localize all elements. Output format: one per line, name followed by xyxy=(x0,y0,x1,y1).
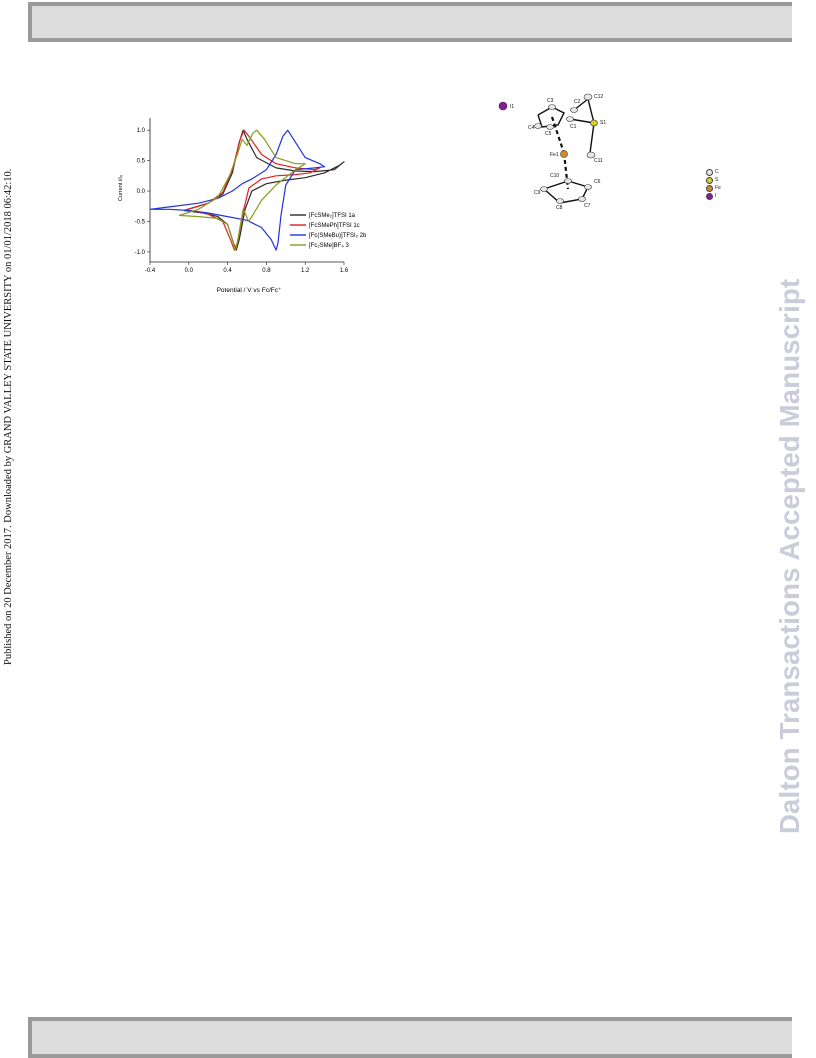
series-line-3 xyxy=(178,129,306,251)
atom-c8 xyxy=(556,198,564,204)
y-tick-label: 0.0 xyxy=(137,189,146,195)
atom-c12 xyxy=(583,93,593,101)
footer-bar xyxy=(28,1017,792,1058)
legend-label-1: [FcSMePh]TFSI 1c xyxy=(309,223,360,229)
legend-fe: Fe xyxy=(706,184,721,192)
x-axis-label: Potential / V vs Fc/Fc⁺ xyxy=(217,287,282,294)
label-c3: C3 xyxy=(547,98,554,104)
x-tick-label: 0.8 xyxy=(262,268,271,274)
y-tick-label: 1.0 xyxy=(137,128,146,134)
atom-c4 xyxy=(534,123,542,129)
legend-c-swatch xyxy=(706,168,713,176)
legend-label-2: [Fc(SMeBu)]TFSI₂ 2b xyxy=(309,233,367,239)
label-fe1: Fe1 xyxy=(550,152,559,158)
x-tick-label: 1.6 xyxy=(340,268,349,274)
y-tick-label: -1.0 xyxy=(135,250,146,256)
atom-c1 xyxy=(566,116,574,122)
cp-ring-upper xyxy=(537,106,565,128)
legend-i-swatch xyxy=(706,192,713,200)
legend-label-0: [FcSMe₂]TFSI 1a xyxy=(309,213,356,219)
atom-fe1 xyxy=(560,150,568,158)
fe-centroid-bond-upper xyxy=(550,116,566,154)
atom-c2 xyxy=(570,107,578,113)
label-c9: C9 xyxy=(534,190,541,196)
y-tick-label: 0.5 xyxy=(137,159,146,165)
label-c7: C7 xyxy=(584,203,591,209)
header-bar xyxy=(28,2,792,42)
atom-c9 xyxy=(540,186,548,192)
publication-note: Published on 20 December 2017. Downloade… xyxy=(3,168,14,665)
series-line-1 xyxy=(183,129,321,251)
crystal-structure: I1 C3 C2 C12 C4 C1 S1 C5 Fe1 C10 C6 C11 … xyxy=(498,93,606,211)
x-tick-label: -0.4 xyxy=(145,268,156,274)
bond-c12-s1 xyxy=(587,98,595,124)
atom-s1 xyxy=(590,119,598,127)
legend-s-swatch xyxy=(706,176,713,184)
crystal-legend: C S Fe I xyxy=(706,168,721,200)
legend-fe-swatch xyxy=(706,184,713,192)
atom-c7 xyxy=(578,196,586,202)
legend-s: S xyxy=(706,176,721,184)
label-c10: C10 xyxy=(550,173,559,179)
label-c1: C1 xyxy=(570,124,577,130)
manuscript-watermark: Dalton Transactions Accepted Manuscript xyxy=(774,278,805,834)
atom-c10 xyxy=(564,178,572,184)
label-c4: C4 xyxy=(528,125,535,131)
label-c2: C2 xyxy=(574,99,581,105)
atom-c5 xyxy=(546,124,554,130)
series-line-2 xyxy=(149,129,326,251)
legend-label-3: [Fc₂SMe]BF₄ 3 xyxy=(309,243,349,249)
label-c11: C11 xyxy=(594,158,603,164)
bond-c1-s1 xyxy=(569,118,595,124)
cyclic-voltammogram: -0.4 0.0 0.4 0.8 1.2 1.6 1.0 0.5 0.0 -0.5 -1.0 [Fc… xyxy=(118,118,367,294)
x-tick-label: 0.4 xyxy=(223,268,232,274)
label-s1: S1 xyxy=(600,120,606,126)
label-c6: C6 xyxy=(594,179,601,185)
legend-c: C xyxy=(706,168,721,176)
legend-i: I xyxy=(706,192,721,200)
y-tick-label: -0.5 xyxy=(135,219,146,225)
bond-s1-c11 xyxy=(589,122,595,154)
label-c5: C5 xyxy=(545,131,552,137)
x-tick-label: 1.2 xyxy=(301,268,310,274)
atom-c3 xyxy=(548,104,556,110)
label-c12: C12 xyxy=(594,94,603,100)
atom-c6 xyxy=(584,184,592,190)
label-c8: C8 xyxy=(556,205,563,211)
label-i1: I1 xyxy=(510,104,514,110)
atom-c11 xyxy=(586,151,596,159)
x-tick-label: 0.0 xyxy=(185,268,194,274)
atom-i1 xyxy=(498,101,508,111)
y-axis-label: Current i/i₀ xyxy=(118,175,124,201)
